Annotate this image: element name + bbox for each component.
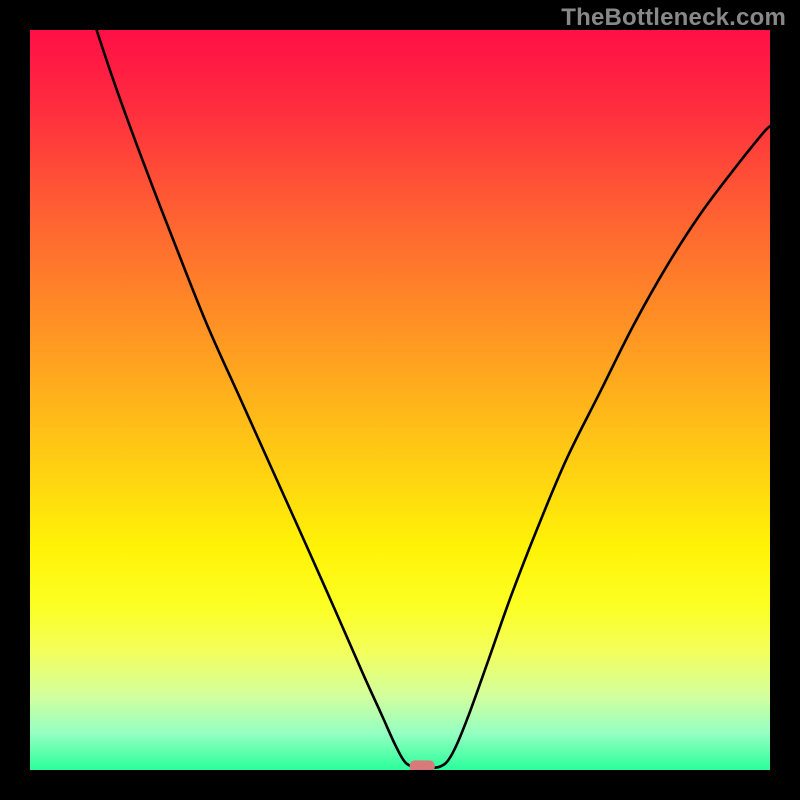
watermark-text: TheBottleneck.com [561,4,786,32]
plot-area [30,30,770,770]
chart-frame: TheBottleneck.com [0,0,800,800]
optimal-marker [410,760,435,770]
gradient-background [30,30,770,770]
bottleneck-chart [30,30,770,770]
